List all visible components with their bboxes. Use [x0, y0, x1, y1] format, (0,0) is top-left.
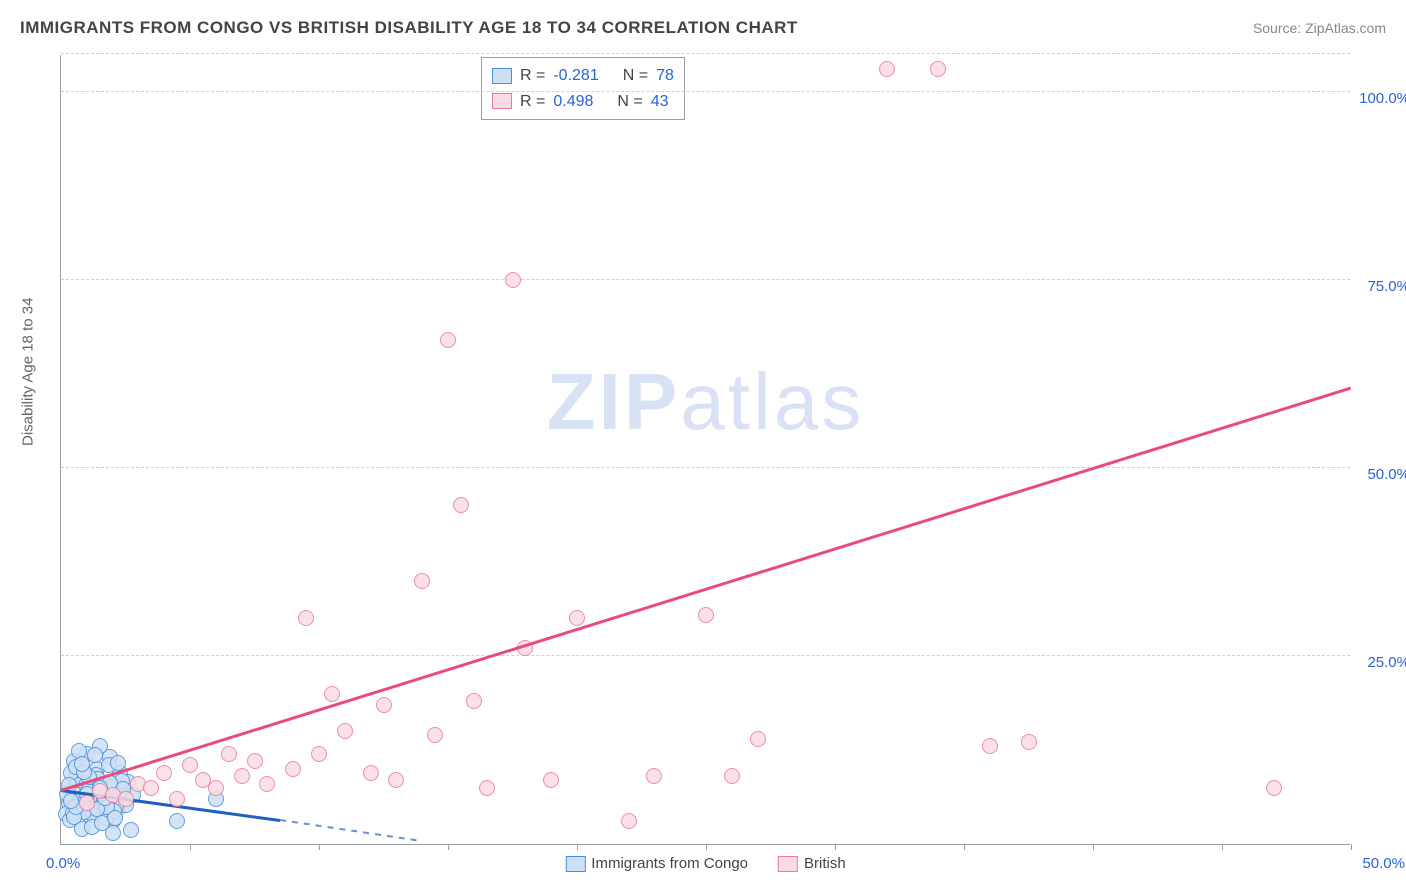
data-point: [169, 791, 185, 807]
legend-swatch: [492, 93, 512, 109]
series-name: Immigrants from Congo: [591, 855, 748, 872]
data-point: [427, 727, 443, 743]
legend-row: R = -0.281 N = 78: [492, 63, 674, 89]
x-tick: [706, 844, 707, 850]
data-point: [621, 813, 637, 829]
series-legend: Immigrants from Congo British: [565, 855, 845, 872]
series-legend-item: Immigrants from Congo: [565, 855, 748, 872]
gridline: [61, 279, 1350, 280]
data-point: [1021, 734, 1037, 750]
data-point: [930, 61, 946, 77]
data-point: [221, 746, 237, 762]
data-point: [750, 731, 766, 747]
data-point: [414, 573, 430, 589]
data-point: [259, 776, 275, 792]
legend-row: R = 0.498 N = 43: [492, 89, 674, 115]
data-point: [440, 332, 456, 348]
x-tick: [1093, 844, 1094, 850]
legend-swatch: [778, 856, 798, 872]
legend-r-value: -0.281: [553, 63, 598, 89]
trend-line: [280, 819, 422, 842]
y-tick-label: 100.0%: [1355, 90, 1406, 107]
gridline: [61, 53, 1350, 54]
x-tick: [319, 844, 320, 850]
data-point: [479, 780, 495, 796]
source-attribution: Source: ZipAtlas.com: [1253, 20, 1386, 36]
data-point: [324, 686, 340, 702]
data-point: [646, 768, 662, 784]
data-point: [107, 810, 123, 826]
data-point: [376, 697, 392, 713]
legend-r-label: R =: [520, 63, 545, 89]
x-max-label: 50.0%: [1362, 855, 1405, 872]
data-point: [388, 772, 404, 788]
legend-n-label: N =: [617, 89, 642, 115]
legend-swatch: [492, 68, 512, 84]
x-tick: [190, 844, 191, 850]
legend-n-value: 78: [656, 63, 674, 89]
y-axis-label: Disability Age 18 to 34: [20, 298, 37, 446]
data-point: [169, 813, 185, 829]
y-tick-label: 25.0%: [1355, 654, 1406, 671]
gridline: [61, 91, 1350, 92]
legend-n-value: 43: [651, 89, 669, 115]
legend-r-value: 0.498: [553, 89, 593, 115]
data-point: [143, 780, 159, 796]
data-point: [363, 765, 379, 781]
data-point: [724, 768, 740, 784]
data-point: [118, 791, 134, 807]
data-point: [63, 793, 79, 809]
y-tick-label: 75.0%: [1355, 278, 1406, 295]
data-point: [982, 738, 998, 754]
data-point: [208, 780, 224, 796]
legend-r-label: R =: [520, 89, 545, 115]
legend-swatch: [565, 856, 585, 872]
y-tick-label: 50.0%: [1355, 466, 1406, 483]
data-point: [466, 693, 482, 709]
data-point: [569, 610, 585, 626]
legend-n-label: N =: [623, 63, 648, 89]
gridline: [61, 467, 1350, 468]
data-point: [182, 757, 198, 773]
data-point: [298, 610, 314, 626]
data-point: [1266, 780, 1282, 796]
data-point: [453, 497, 469, 513]
data-point: [285, 761, 301, 777]
data-point: [74, 756, 90, 772]
plot-area: ZIPatlas R =-0.281N =78R =0.498N =43 Imm…: [60, 55, 1350, 845]
trend-line: [61, 386, 1352, 791]
x-tick: [835, 844, 836, 850]
data-point: [311, 746, 327, 762]
data-point: [698, 607, 714, 623]
watermark: ZIPatlas: [547, 356, 864, 448]
chart-title: IMMIGRANTS FROM CONGO VS BRITISH DISABIL…: [20, 18, 798, 38]
data-point: [234, 768, 250, 784]
data-point: [79, 795, 95, 811]
correlation-legend: R =-0.281N =78R =0.498N =43: [481, 57, 685, 120]
gridline: [61, 655, 1350, 656]
data-point: [156, 765, 172, 781]
data-point: [543, 772, 559, 788]
data-point: [123, 822, 139, 838]
x-tick: [1222, 844, 1223, 850]
x-tick: [577, 844, 578, 850]
x-tick: [448, 844, 449, 850]
data-point: [247, 753, 263, 769]
series-name: British: [804, 855, 846, 872]
x-tick: [1351, 844, 1352, 850]
x-tick: [964, 844, 965, 850]
data-point: [337, 723, 353, 739]
x-origin-label: 0.0%: [46, 855, 80, 872]
series-legend-item: British: [778, 855, 846, 872]
data-point: [505, 272, 521, 288]
data-point: [879, 61, 895, 77]
